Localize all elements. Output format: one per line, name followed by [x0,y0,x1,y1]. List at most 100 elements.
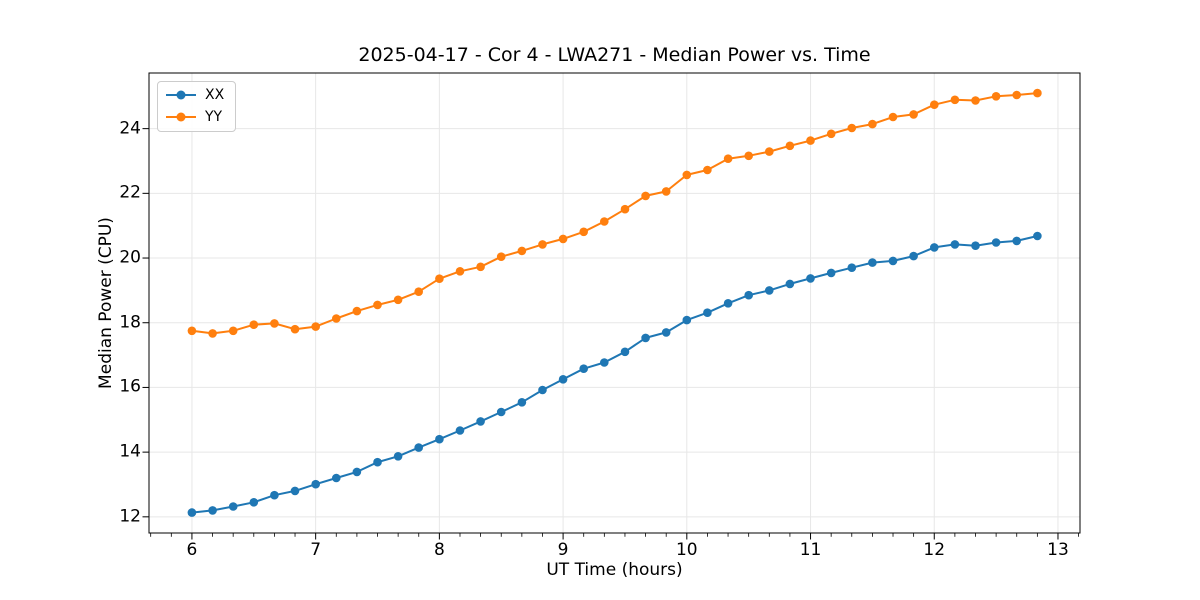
data-point [600,217,609,226]
y-tick-label: 16 [119,377,141,398]
data-point [414,287,424,297]
legend-label: XX [205,87,225,103]
data-point [517,246,527,256]
data-point [311,479,321,489]
y-tick-label: 14 [119,441,141,462]
data-point [806,136,815,145]
data-point [723,154,733,163]
data-point [352,306,362,316]
data-point [476,417,485,426]
data-point [620,347,630,357]
x-tick-label: 12 [923,540,946,560]
data-point [806,274,815,283]
plot-border [148,72,1081,534]
data-point [249,498,259,507]
data-point [435,274,444,284]
data-point [208,329,217,338]
data-point [971,241,980,250]
data-point [228,502,238,511]
data-point [641,333,650,343]
data-point [868,258,877,267]
data-point [455,267,465,276]
data-point [888,112,898,122]
data-point [538,385,547,395]
y-tick-label: 20 [119,247,141,268]
data-point [558,234,568,244]
data-point [847,123,857,133]
data-point [744,290,753,300]
data-point [187,508,197,517]
data-point [1033,231,1042,241]
series-yy [187,88,1042,338]
data-point [991,238,1001,247]
gridlines [149,73,1080,533]
data-point [744,151,753,161]
data-point [496,252,506,261]
data-point [538,240,547,249]
data-point [888,256,898,266]
data-point [930,243,939,252]
x-tick-label: 11 [799,540,822,560]
x-tick-label: 10 [675,540,698,560]
legend-line-marker-icon [166,90,196,101]
data-point [311,322,321,331]
data-point [661,187,671,196]
x-tick-label: 9 [557,540,569,560]
data-point [703,308,712,318]
data-point [909,251,918,261]
chart-title: 2025-04-17 - Cor 4 - LWA271 - Median Pow… [358,44,871,66]
data-point [703,165,712,175]
x-axis-label: UT Time (hours) [546,560,683,580]
data-point [290,486,300,496]
data-point [1033,88,1042,98]
data-point [620,204,630,214]
data-point [496,407,506,417]
data-point [455,426,465,435]
data-point [373,300,382,310]
series-xx [187,231,1042,517]
major-ticks [142,128,1059,540]
series-line [191,235,1038,514]
data-point [682,315,692,325]
x-minor-ticks [150,533,1079,537]
data-point [249,320,259,330]
data-point [991,92,1001,101]
data-point [579,227,588,237]
data-point [435,434,444,444]
data-point [826,268,836,278]
data-point [765,286,774,295]
x-tick-label: 8 [433,540,445,560]
data-point [517,398,527,407]
x-tick-label: 13 [1047,540,1069,560]
legend-line-marker-icon [166,112,196,123]
data-point [971,96,980,105]
data-point [641,191,650,201]
data-point [723,299,733,308]
data-point [785,279,795,289]
x-tick-label: 6 [186,540,198,560]
data-point [393,295,403,305]
data-point [765,147,774,156]
y-tick-label: 12 [119,506,141,527]
data-point [1012,90,1021,100]
y-tick-label: 18 [119,312,141,333]
legend-item-xx: XX [166,87,224,103]
data-point [208,506,217,515]
data-point [290,324,300,334]
data-point [393,452,403,461]
data-point [847,263,857,273]
data-point [826,129,836,139]
data-point [682,170,692,180]
data-point [785,141,795,151]
data-point [661,328,671,337]
data-point [950,240,960,249]
data-point [476,262,485,272]
data-point [579,364,588,374]
y-tick-label: 24 [119,118,141,139]
series-line [191,92,1038,335]
data-point [414,443,424,452]
data-point [868,119,877,129]
data-point [270,319,279,328]
legend: XX YY [157,81,237,132]
